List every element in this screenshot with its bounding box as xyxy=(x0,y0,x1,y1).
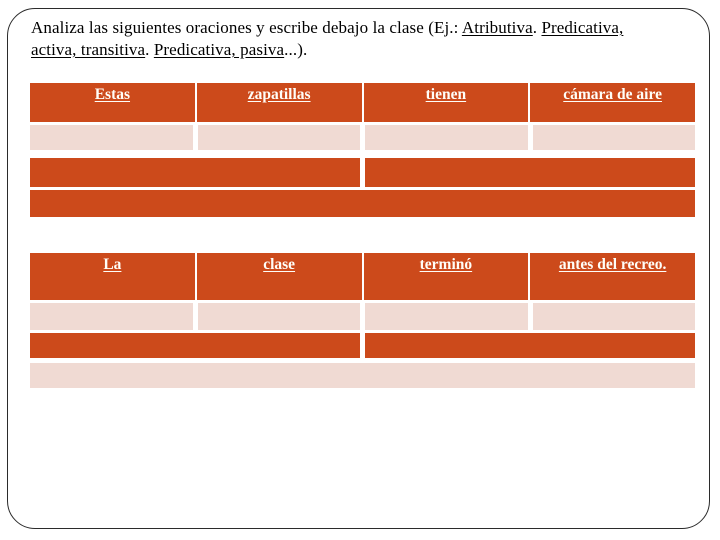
answer-cell xyxy=(30,333,360,358)
word-cell: cámara de aire xyxy=(530,83,695,122)
word-label: clase xyxy=(263,256,296,273)
answer-cell xyxy=(532,125,695,150)
instruction-segment-underlined: activa, transitiva xyxy=(31,40,146,59)
word-cell: La xyxy=(30,253,195,300)
word-label: cámara de aire xyxy=(563,86,662,103)
instruction-segment: Analiza las siguientes oraciones y escri… xyxy=(31,18,462,37)
answer-cell xyxy=(532,303,695,330)
answer-cell xyxy=(30,158,360,187)
instruction-segment-underlined: Atributiva xyxy=(461,18,533,37)
word-cell: clase xyxy=(196,253,362,300)
word-cell: Estas xyxy=(30,83,195,122)
answer-cell xyxy=(197,125,360,150)
word-label: Estas xyxy=(94,86,131,103)
answer-row-1col xyxy=(30,363,695,388)
answer-cell xyxy=(365,125,528,150)
answer-cell xyxy=(30,363,695,388)
answer-row-1col xyxy=(30,190,695,217)
answer-row-2col xyxy=(30,158,695,187)
sentence-word-row: Estas zapatillas tienen cámara de aire xyxy=(30,83,695,122)
instruction-segment-underlined: Predicativa, xyxy=(541,18,624,37)
instruction-segment-underlined: Predicativa, pasiva xyxy=(153,40,285,59)
answer-cell xyxy=(30,190,695,217)
answer-cell xyxy=(30,303,193,330)
word-cell: tienen xyxy=(363,83,529,122)
word-label: tienen xyxy=(425,86,467,103)
answer-row-4col xyxy=(30,303,695,330)
answer-cell xyxy=(365,333,695,358)
answer-row-2col xyxy=(30,333,695,358)
answer-cell xyxy=(30,125,193,150)
sentence-word-row: La clase terminó antes del recreo. xyxy=(30,253,695,300)
word-label: zapatillas xyxy=(247,86,311,103)
answer-row-4col xyxy=(30,125,695,150)
word-label: antes del recreo. xyxy=(558,256,667,273)
word-cell: terminó xyxy=(363,253,529,300)
answer-cell xyxy=(197,303,360,330)
instruction-text: Analiza las siguientes oraciones y escri… xyxy=(31,17,713,61)
word-cell: antes del recreo. xyxy=(530,253,695,300)
word-cell: zapatillas xyxy=(196,83,362,122)
word-label: La xyxy=(103,256,122,273)
answer-cell xyxy=(365,303,528,330)
instruction-segment: . xyxy=(145,40,154,59)
instruction-segment: ...). xyxy=(284,40,308,59)
word-label: terminó xyxy=(419,256,473,273)
instruction-segment: . xyxy=(532,18,542,37)
sentence-table-2: La clase terminó antes del recreo. xyxy=(30,253,695,388)
sentence-table-1: Estas zapatillas tienen cámara de aire xyxy=(30,83,695,217)
slide-border-frame xyxy=(7,8,710,529)
answer-cell xyxy=(365,158,695,187)
